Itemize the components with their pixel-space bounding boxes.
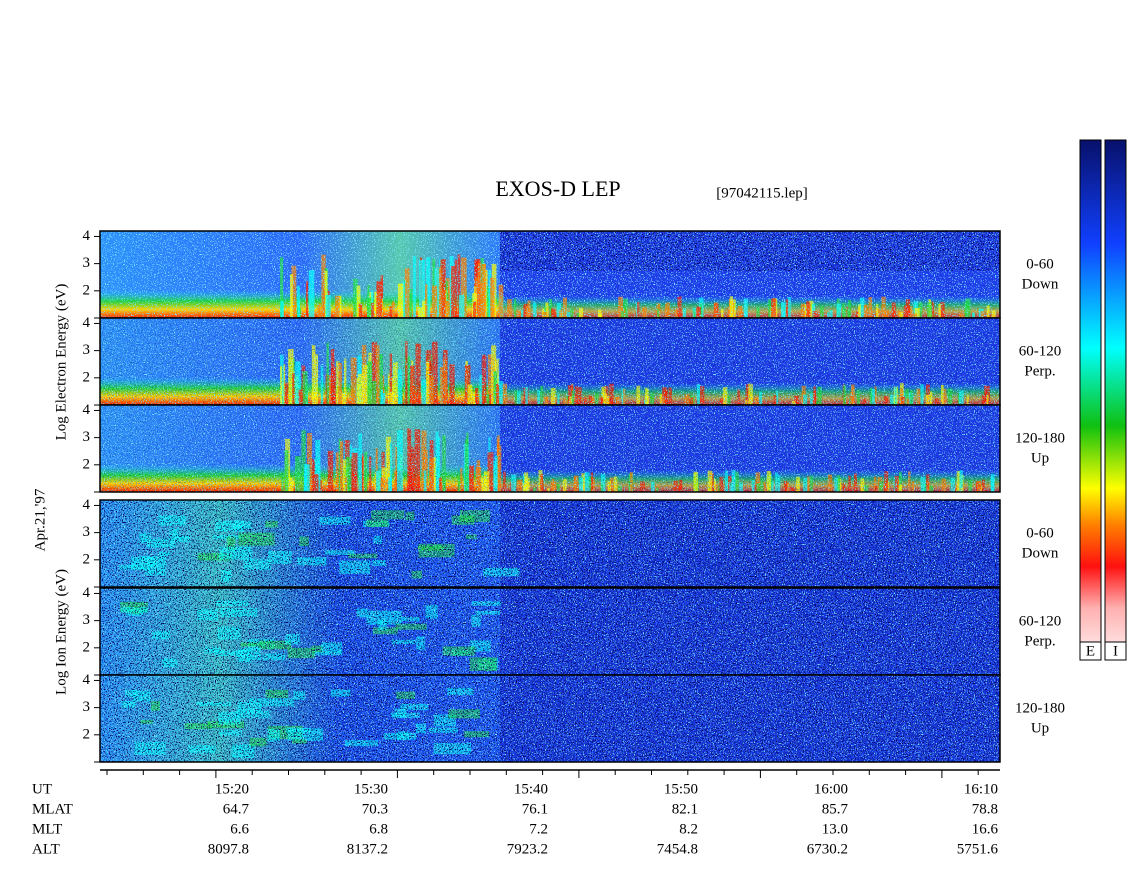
spectrogram-panel (99, 404, 1001, 493)
y-tick-label: 4 (83, 497, 91, 513)
y-tick-label: 2 (83, 369, 91, 385)
y-tick-label: 2 (83, 551, 91, 567)
y-tick-label: 4 (83, 228, 91, 244)
panel-label: Up (1031, 720, 1049, 736)
cell: 16.6 (972, 821, 999, 837)
spectrogram-panel (99, 317, 1001, 406)
ion-axis-label: Log Ion Energy (eV) (53, 569, 69, 695)
y-tick-label: 4 (83, 315, 91, 331)
panel-label: 0-60 (1026, 256, 1054, 272)
panel-label: 120-180 (1015, 430, 1065, 446)
colorbar (1104, 139, 1127, 661)
panel-label: 0-60 (1026, 525, 1054, 541)
noise (100, 405, 1000, 492)
panel-label: 60-120 (1019, 343, 1062, 359)
cell: 8097.8 (208, 841, 249, 857)
cell: 5751.6 (957, 841, 999, 857)
noise (100, 675, 1000, 762)
cell: 8137.2 (347, 841, 388, 857)
cell: 15:40 (514, 781, 548, 797)
y-tick-label: 4 (83, 585, 91, 601)
y-tick-label: 3 (83, 612, 91, 628)
cell: 6.6 (230, 821, 249, 837)
cell: 6.8 (369, 821, 388, 837)
date-label: Apr.21,'97 (32, 488, 48, 551)
cell: 70.3 (362, 801, 388, 817)
cell: 15:30 (354, 781, 388, 797)
colorbar-label: I (1113, 643, 1118, 659)
cell: 82.1 (672, 801, 698, 817)
noise (500, 231, 1000, 271)
cell: 85.7 (822, 801, 849, 817)
row-label: ALT (32, 841, 60, 857)
spectrogram-panel (99, 499, 1001, 588)
colorbar-box (1079, 641, 1102, 661)
noise (100, 588, 1000, 675)
colorbar-label: E (1086, 643, 1095, 659)
panel-label: Perp. (1024, 633, 1055, 649)
panel-frame (99, 674, 1001, 763)
cell: 7454.8 (657, 841, 698, 857)
y-tick-label: 2 (83, 726, 91, 742)
panel-label: Up (1031, 450, 1049, 466)
electron-axis-label: Log Electron Energy (eV) (53, 284, 69, 441)
file-name: [97042115.lep] (716, 185, 808, 201)
row-label: UT (32, 781, 52, 797)
spectrogram-panel (99, 587, 1001, 676)
y-tick-label: 4 (83, 672, 91, 688)
cell: 78.8 (972, 801, 998, 817)
y-tick-label: 3 (83, 524, 91, 540)
panel-frame (99, 499, 1001, 588)
colorbar (1079, 139, 1102, 661)
y-tick-label: 3 (83, 255, 91, 271)
y-tick-label: 2 (83, 282, 91, 298)
panel-label: Down (1022, 545, 1059, 561)
row-label: MLAT (32, 801, 73, 817)
cell: 6730.2 (807, 841, 848, 857)
cell: 7.2 (529, 821, 548, 837)
y-tick-label: 3 (83, 429, 91, 445)
cell: 15:50 (664, 781, 698, 797)
y-tick-label: 3 (83, 342, 91, 358)
colorbar-box (1104, 641, 1127, 661)
cell: 13.0 (822, 821, 848, 837)
cell: 16:00 (814, 781, 848, 797)
panel-label: 120-180 (1015, 700, 1065, 716)
noise (100, 500, 1000, 587)
cell: 15:20 (215, 781, 249, 797)
panel-label: 60-120 (1019, 613, 1062, 629)
y-tick-label: 2 (83, 456, 91, 472)
noise (100, 318, 1000, 405)
cell: 16:10 (964, 781, 998, 797)
panel-label: Down (1022, 276, 1059, 292)
panel-label: Perp. (1024, 363, 1055, 379)
cell: 64.7 (223, 801, 250, 817)
title: EXOS-D LEP (495, 176, 620, 201)
cell: 76.1 (522, 801, 548, 817)
panel-frame (99, 404, 1001, 493)
cell: 8.2 (679, 821, 698, 837)
row-label: MLT (32, 821, 62, 837)
y-tick-label: 2 (83, 639, 91, 655)
spectrogram-panel (99, 230, 1001, 319)
spectrogram-panel (99, 674, 1001, 763)
y-tick-label: 3 (83, 699, 91, 715)
y-tick-label: 4 (83, 402, 91, 418)
cell: 7923.2 (507, 841, 548, 857)
